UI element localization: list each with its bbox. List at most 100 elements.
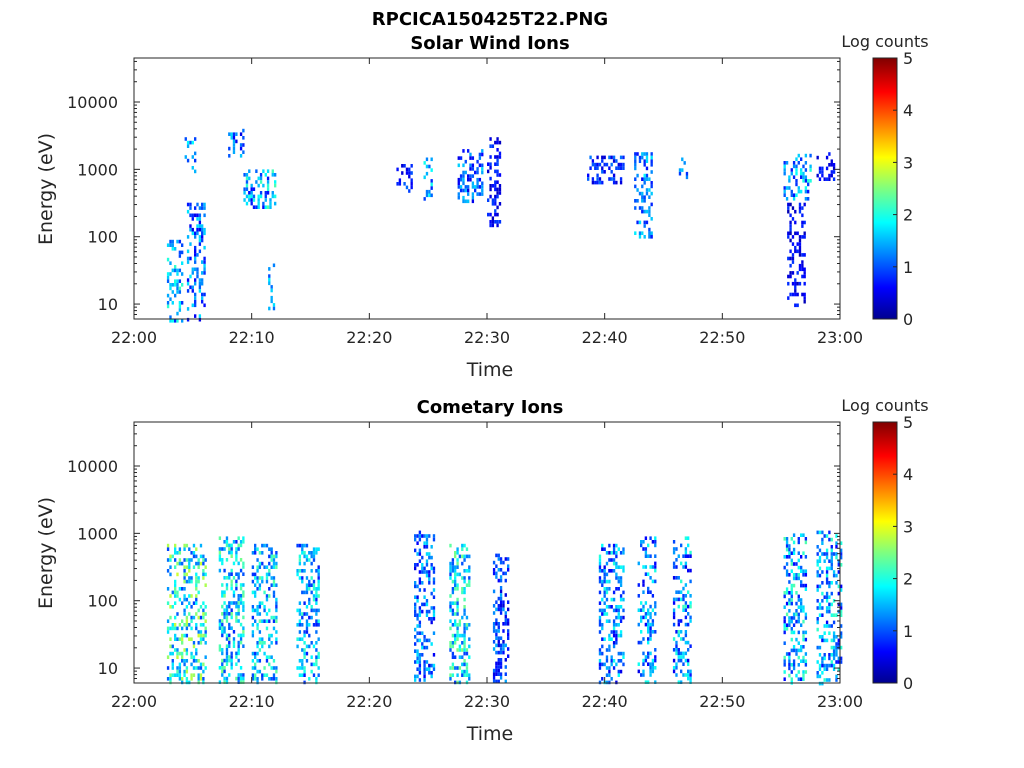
spectrogram-cell [174, 565, 177, 569]
spectrogram-cell [504, 643, 507, 648]
spectrogram-cell [684, 554, 688, 558]
spectrogram-cell [228, 673, 231, 677]
spectrogram-cell [654, 630, 657, 634]
spectrogram-cell [832, 638, 836, 643]
spectrogram-cell [672, 601, 676, 605]
spectrogram-cell [792, 612, 796, 617]
spectrogram-cell [272, 561, 276, 566]
spectrogram-cell [605, 673, 609, 677]
spectrogram-cell [178, 301, 182, 305]
spectrogram-cell [451, 561, 455, 566]
spectrogram-cell [502, 607, 505, 612]
spectrogram-cell [596, 155, 599, 160]
spectrogram-cell [202, 623, 205, 627]
spectrogram-cell [301, 579, 304, 584]
spectrogram-cell [423, 667, 426, 671]
spectrogram-cell [463, 576, 466, 580]
spectrogram-cell [242, 590, 245, 594]
spectrogram-cell [649, 630, 652, 634]
spectrogram-cell [230, 136, 233, 140]
spectrogram-cell [645, 220, 649, 225]
spectrogram-cell [685, 175, 689, 180]
spectrogram-cell [259, 173, 263, 177]
spectrogram-cell [792, 666, 796, 671]
spectrogram-cell [788, 659, 791, 663]
spectrogram-cell [418, 588, 422, 592]
spectrogram-cell [171, 319, 174, 323]
spectrogram-cell [423, 674, 426, 679]
spectrogram-cell [795, 637, 798, 642]
spectrogram-cell [221, 648, 224, 652]
spectrogram-cell [242, 604, 245, 609]
spectrogram-cell [228, 640, 231, 645]
spectrogram-cell [497, 658, 500, 662]
spectrogram-cell [245, 194, 249, 199]
spectrogram-cell [677, 633, 680, 638]
spectrogram-cell [312, 583, 316, 587]
spectrogram-cell [675, 630, 678, 634]
spectrogram-cell [789, 292, 792, 297]
spectrogram-cell [598, 558, 602, 562]
spectrogram-cell [230, 651, 233, 656]
spectrogram-cell [235, 662, 238, 666]
spectrogram-cell [481, 181, 484, 186]
spectrogram-cell [178, 551, 182, 555]
spectrogram-cell [487, 198, 490, 202]
spectrogram-cell [195, 576, 198, 580]
spectrogram-cell [199, 615, 203, 620]
spectrogram-cell [176, 612, 179, 616]
spectrogram-cell [634, 199, 637, 203]
spectrogram-cell [194, 303, 197, 308]
spectrogram-cell [248, 194, 251, 199]
spectrogram-cell [184, 137, 187, 141]
spectrogram-cell [416, 674, 419, 679]
spectrogram-cell [176, 637, 179, 641]
spectrogram-cell [258, 630, 262, 634]
spectrogram-cell [176, 319, 179, 323]
spectrogram-cell [221, 633, 224, 638]
spectrogram-cell [481, 170, 484, 175]
spectrogram-cell [783, 630, 786, 635]
spectrogram-cell [230, 601, 233, 605]
spectrogram-cell [242, 630, 245, 634]
spectrogram-cell [499, 575, 503, 579]
spectrogram-cell [245, 187, 249, 191]
spectrogram-cell [254, 608, 257, 613]
spectrogram-cell [451, 558, 455, 562]
spectrogram-cell [194, 299, 197, 304]
spectrogram-cell [463, 633, 466, 638]
spectrogram-cell [428, 193, 431, 198]
spectrogram-cell [183, 569, 186, 573]
spectrogram-cell [235, 547, 238, 551]
spectrogram-cell [232, 601, 236, 605]
spectrogram-cell [687, 604, 690, 609]
spectrogram-cell [203, 263, 206, 268]
spectrogram-cell [622, 155, 625, 160]
spectrogram-cell [459, 185, 463, 189]
spectrogram-cell [471, 185, 475, 189]
spectrogram-cell [462, 199, 465, 204]
spectrogram-cell [468, 565, 471, 569]
spectrogram-cell [468, 569, 471, 573]
spectrogram-cell [458, 655, 462, 659]
spectrogram-cell [605, 590, 609, 595]
spectrogram-cell [251, 605, 255, 609]
spectrogram-cell [176, 666, 179, 670]
spectrogram-cell [459, 156, 463, 160]
spectrogram-cell [225, 658, 229, 663]
spectrogram-cell [242, 601, 245, 605]
spectrogram-cell [258, 641, 262, 645]
spectrogram-cell [496, 212, 499, 217]
spectrogram-cell [803, 281, 806, 286]
spectrogram-cell [675, 673, 678, 677]
spectrogram-cell [195, 561, 198, 566]
spectrogram-cell [499, 593, 503, 597]
spectrogram-cell [610, 558, 613, 562]
spectrogram-cell [497, 604, 500, 608]
spectrogram-cell [225, 604, 229, 609]
spectrogram-cell [644, 572, 648, 576]
spectrogram-cell [465, 554, 469, 559]
spectrogram-cell [423, 197, 426, 201]
spectrogram-cell [425, 563, 429, 567]
spectrogram-cell [603, 569, 606, 573]
